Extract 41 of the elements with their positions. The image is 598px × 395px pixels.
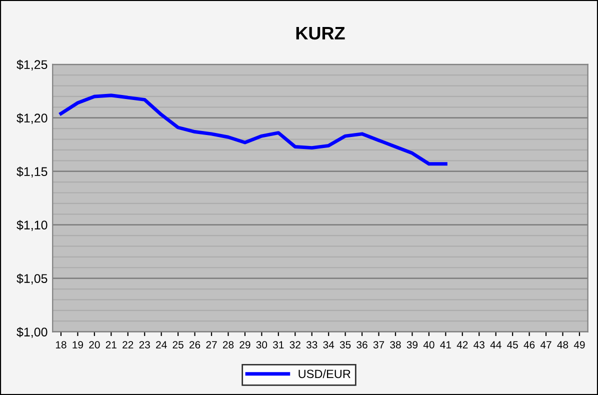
x-tick-label: 42: [456, 341, 468, 348]
y-tick-label: $1,25: [16, 60, 48, 71]
x-tick-label: 26: [190, 341, 200, 348]
y-tick-label: $1,15: [16, 166, 48, 178]
x-tick-label: 21: [106, 341, 116, 348]
x-tick-label: 30: [256, 341, 268, 348]
x-tick-label: 45: [507, 341, 518, 348]
line-series: [59, 94, 448, 166]
x-tick-label: 28: [222, 341, 234, 348]
x-tick-label: 29: [240, 341, 250, 348]
x-tick-label: 22: [122, 341, 134, 348]
x-tick-label: 34: [323, 341, 334, 348]
x-tick-label: 25: [172, 341, 184, 348]
legend-label: USD/EUR: [298, 369, 350, 378]
y-tick-label: $1,10: [16, 220, 48, 231]
x-tick-label: 18: [56, 341, 66, 348]
x-tick-label: 41: [440, 341, 451, 348]
y-tick-label: $1,00: [16, 327, 48, 338]
x-tick-label: 43: [474, 341, 484, 348]
x-tick-label: 19: [72, 341, 84, 348]
x-tick-label: 32: [290, 341, 300, 348]
x-tick-label: 38: [390, 341, 401, 348]
chart-title: KURZ: [296, 26, 345, 40]
y-tick-label: $1,20: [16, 113, 48, 124]
x-tick-label: 40: [423, 341, 434, 348]
x-tick-label: 35: [340, 341, 351, 348]
x-tick-label: 47: [540, 341, 552, 348]
x-tick-label: 37: [373, 341, 384, 348]
x-tick-label: 39: [406, 341, 418, 348]
x-tick-label: 24: [156, 341, 167, 348]
x-tick-label: 46: [524, 341, 535, 348]
x-tick-label: 31: [273, 341, 284, 348]
x-tick-label: 20: [89, 341, 100, 348]
x-tick-label: 49: [574, 341, 585, 348]
x-tick-label: 36: [356, 341, 368, 348]
x-tick-label: 23: [139, 341, 150, 348]
x-tick-label: 27: [206, 341, 217, 348]
x-tick-label: 48: [557, 341, 568, 348]
x-tick-label: 33: [306, 341, 318, 348]
x-tick-label: 44: [490, 341, 502, 348]
y-tick-label: $1,05: [16, 274, 48, 284]
